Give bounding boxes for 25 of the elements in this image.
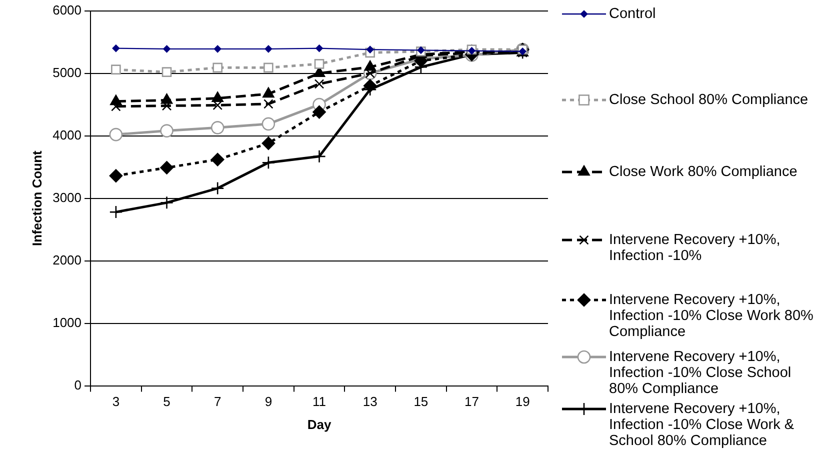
legend-label: Intervene Recovery +10%, Infection -10% — [609, 232, 782, 264]
legend-label: Intervene Recovery +10%, Infection -10% Close Work 80% Compliance — [609, 292, 814, 340]
y-axis-title: Infection Count — [29, 150, 44, 246]
x-tick-label: 19 — [515, 394, 530, 410]
x-tick-label: 15 — [414, 394, 428, 410]
y-tick-label: 1000 — [52, 314, 82, 330]
y-tick-label: 0 — [74, 377, 82, 392]
y-tick-label: 2000 — [52, 252, 82, 268]
legend-label: Intervene Recovery +10%, Infection -10% Close School 80% Compliance — [609, 349, 792, 397]
y-tick-label: 6000 — [52, 2, 82, 18]
x-tick-label: 17 — [464, 394, 479, 410]
y-tick-label: 3000 — [52, 190, 82, 205]
x-tick-label: 13 — [362, 394, 378, 410]
x-tick-label: 9 — [264, 394, 272, 410]
x-tick-label: 11 — [312, 394, 326, 410]
legend-label: Close School 80% Compliance — [609, 92, 810, 108]
legend-label: Close Work 80% Compliance — [609, 164, 798, 180]
legend-label: Control — [609, 6, 657, 22]
y-tick-label: 5000 — [52, 64, 82, 80]
x-tick-label: 5 — [163, 394, 170, 410]
x-tick-label: 7 — [214, 394, 222, 410]
x-axis-title: Day — [307, 416, 332, 432]
legend-label: Intervene Recovery +10%, Infection -10% Close Work & School 80% Compliance — [609, 401, 796, 449]
x-tick-label: 3 — [112, 394, 120, 410]
y-tick-label: 4000 — [52, 127, 82, 142]
